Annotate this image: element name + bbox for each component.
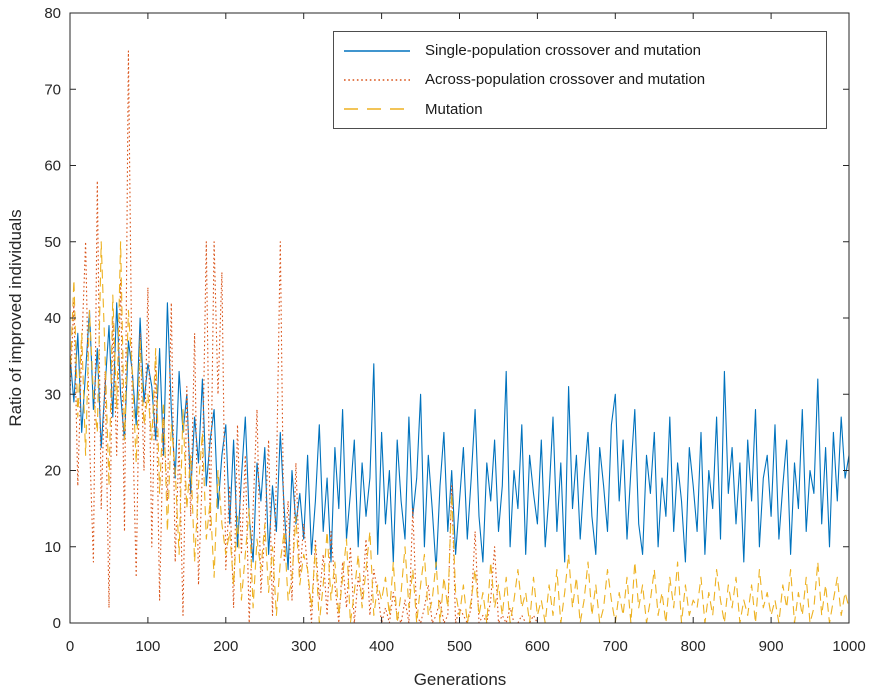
legend-item-1: Across-population crossover and mutation <box>342 66 820 94</box>
y-tick-label: 50 <box>44 234 61 251</box>
legend-line-sample-0 <box>344 49 410 52</box>
x-axis-label: Generations <box>413 670 507 689</box>
x-tick-label: 300 <box>291 638 316 655</box>
legend-label-1: Across-population crossover and mutation <box>425 71 706 89</box>
x-tick-label: 1000 <box>832 638 865 655</box>
x-tick-label: 400 <box>369 638 394 655</box>
legend-line-sample-2 <box>344 108 410 111</box>
legend-item-2: Mutation <box>342 95 820 123</box>
x-tick-label: 500 <box>447 638 472 655</box>
legend-label-2: Mutation <box>425 100 483 118</box>
legend: Single-population crossover and mutation… <box>333 31 827 129</box>
x-tick-label: 200 <box>213 638 238 655</box>
legend-line-sample-1 <box>344 79 410 81</box>
x-tick-label: 800 <box>681 638 706 655</box>
y-tick-label: 40 <box>44 310 61 327</box>
x-tick-label: 100 <box>135 638 160 655</box>
legend-label-0: Single-population crossover and mutation <box>425 42 701 60</box>
y-tick-label: 20 <box>44 463 61 480</box>
series-line-1 <box>69 50 849 624</box>
x-tick-label: 900 <box>759 638 784 655</box>
series-line-0 <box>69 302 850 571</box>
legend-item-0: Single-population crossover and mutation <box>342 37 820 65</box>
x-tick-label: 700 <box>603 638 628 655</box>
series-line-2 <box>69 241 850 624</box>
y-tick-label: 70 <box>44 81 61 98</box>
y-tick-label: 0 <box>53 615 61 632</box>
x-tick-label: 600 <box>525 638 550 655</box>
x-tick-label: 0 <box>66 638 74 655</box>
y-axis-label: Ratio of improved individuals <box>6 209 25 427</box>
y-tick-label: 60 <box>44 158 61 175</box>
y-tick-label: 10 <box>44 539 61 556</box>
y-tick-label: 80 <box>44 5 61 22</box>
y-tick-label: 30 <box>44 386 61 403</box>
